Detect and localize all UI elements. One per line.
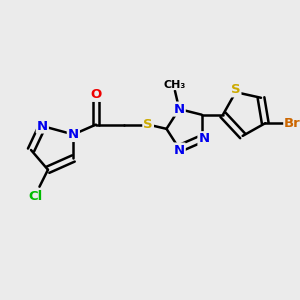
Text: N: N: [174, 103, 185, 116]
Text: Cl: Cl: [28, 190, 42, 203]
Text: S: S: [143, 118, 153, 131]
Text: S: S: [231, 83, 240, 96]
Text: N: N: [37, 119, 48, 133]
Text: O: O: [90, 88, 102, 101]
Text: Br: Br: [284, 117, 300, 130]
Text: N: N: [174, 143, 185, 157]
Text: N: N: [68, 128, 79, 141]
Text: CH₃: CH₃: [164, 80, 186, 89]
Text: N: N: [198, 132, 210, 145]
